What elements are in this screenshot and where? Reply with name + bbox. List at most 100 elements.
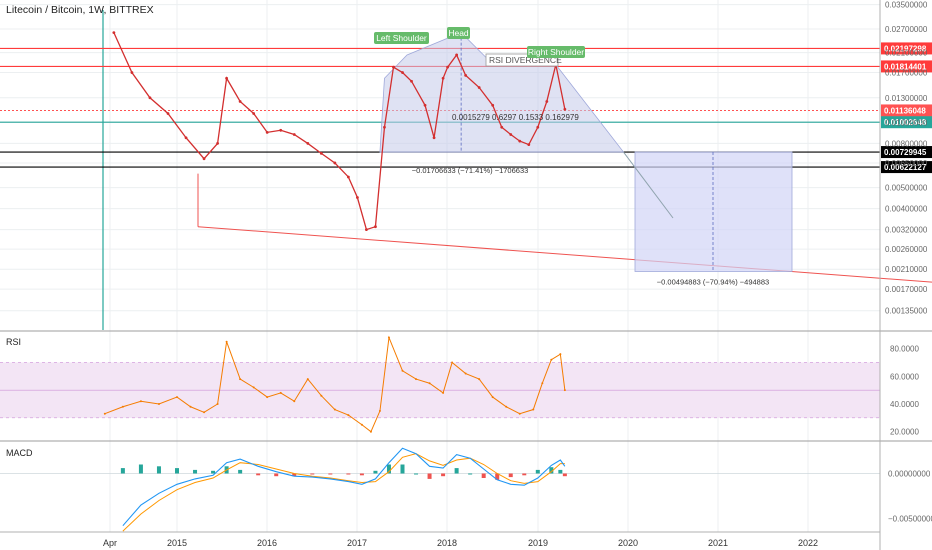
x-tick-label: 2018 [437, 538, 457, 548]
price-point [112, 31, 116, 34]
price-point [401, 71, 404, 74]
rsi-point [428, 382, 431, 385]
macd-histogram-bar [256, 473, 261, 476]
rsi-tick-label: 40.0000 [890, 400, 919, 409]
price-pane[interactable]: 0.02197298 0.01814401 0.01136048 0.01002648… [0, 10, 932, 330]
price-level-label: 0.01136048 [884, 106, 926, 115]
price-point [306, 142, 310, 145]
macd-signal-line [122, 453, 565, 532]
macd-histogram-bar [386, 464, 391, 474]
price-level-badge [881, 42, 932, 55]
rsi-point [157, 403, 160, 405]
macd-histogram-bar [427, 473, 432, 479]
macd-histogram-bar [211, 470, 216, 474]
price-level-label: 0.00622127 [884, 163, 927, 172]
rsi-point [532, 408, 535, 411]
price-point [563, 107, 567, 111]
price-point [441, 76, 445, 80]
price-point [356, 196, 359, 199]
price-point [130, 71, 134, 74]
rsi-point [176, 396, 178, 399]
pattern-measure-label: −0.01706633 (−71.41%) −1706633 [412, 166, 529, 175]
y-tick-label: 0.01000000 [885, 118, 928, 127]
macd-tick-label: −0.00500000 [888, 515, 932, 524]
rsi-pane[interactable] [0, 335, 880, 433]
price-point [292, 133, 296, 136]
rsi-point [378, 409, 381, 412]
price-point [392, 65, 395, 69]
macd-histogram-bar [454, 468, 459, 474]
macd-histogram-bar [292, 473, 297, 477]
macd-histogram-bar [156, 466, 161, 474]
price-level-badge [881, 161, 932, 174]
rsi-point [478, 378, 481, 381]
rsi-pane-label: RSI [6, 337, 22, 347]
y-tick-label: 0.02100000 [885, 49, 928, 58]
macd-histogram-bar [193, 469, 198, 474]
y-tick-label: 0.02700000 [885, 25, 928, 34]
rsi-point [559, 353, 562, 356]
macd-histogram-bar [562, 473, 567, 477]
x-tick-label: 2021 [708, 538, 728, 548]
chart-title: Litecoin / Bitcoin, 1W, BITTREX [6, 4, 154, 16]
price-point [216, 142, 219, 145]
price-point [202, 157, 206, 161]
price-point [423, 103, 427, 107]
price-level-label: 0.01002648 [884, 118, 927, 127]
price-point [500, 125, 504, 129]
macd-histogram-bar [175, 468, 179, 474]
price-point [184, 136, 188, 140]
macd-pane[interactable] [0, 447, 880, 532]
rsi-point [442, 391, 445, 394]
right-shoulder-badge [527, 46, 585, 58]
price-point [432, 136, 436, 140]
rsi-point [464, 372, 467, 375]
rsi-point [333, 408, 336, 411]
overlap-measure-text: 0.0015279 0.6297 0.1533 0.162979 [452, 113, 579, 122]
y-tick-label: 0.03500000 [885, 1, 928, 10]
x-tick-label: Apr [103, 538, 117, 548]
projection-path [623, 151, 674, 219]
rsi-point [401, 369, 404, 372]
macd-histogram-bar [328, 473, 333, 475]
macd-histogram-bar [359, 473, 364, 476]
macd-histogram-bar [495, 473, 500, 480]
rsi-tick-label: 20.0000 [890, 428, 919, 437]
price-level-label: 0.00729945 [884, 148, 927, 157]
price-series-line [113, 32, 566, 231]
y-tick-label: 0.00650000 [885, 159, 928, 168]
price-point [166, 112, 170, 115]
y-tick-label: 0.00400000 [885, 205, 928, 214]
price-point [509, 133, 513, 136]
x-tick-label: 2016 [257, 538, 277, 548]
rsi-point [320, 394, 323, 397]
rsi-point [293, 400, 296, 403]
price-point [148, 96, 152, 100]
rsi-point [239, 378, 242, 381]
price-point [446, 65, 449, 69]
rsi-point [550, 358, 553, 361]
price-point [491, 103, 495, 107]
y-tick-label: 0.00260000 [885, 245, 928, 254]
macd-histogram-bar [481, 473, 486, 478]
rsi-point [103, 412, 106, 415]
price-point [518, 139, 522, 143]
price-point [265, 130, 269, 134]
rsi-point [563, 389, 566, 392]
price-point [238, 100, 242, 103]
rsi-point [347, 414, 350, 417]
macd-histogram-bar [535, 469, 540, 474]
macd-histogram-bar [508, 473, 513, 478]
rsi-divergence-label: RSI DIVERGENCE [489, 55, 562, 65]
macd-histogram-bar [522, 473, 527, 476]
y-tick-label: 0.00170000 [885, 285, 928, 294]
macd-histogram-bar [549, 467, 554, 474]
price-point [333, 161, 337, 165]
y-tick-label: 0.00320000 [885, 226, 928, 235]
price-point [455, 53, 459, 57]
price-point [477, 86, 481, 89]
rsi-tick-label: 60.0000 [890, 372, 919, 381]
macd-histogram-bar [274, 473, 279, 477]
